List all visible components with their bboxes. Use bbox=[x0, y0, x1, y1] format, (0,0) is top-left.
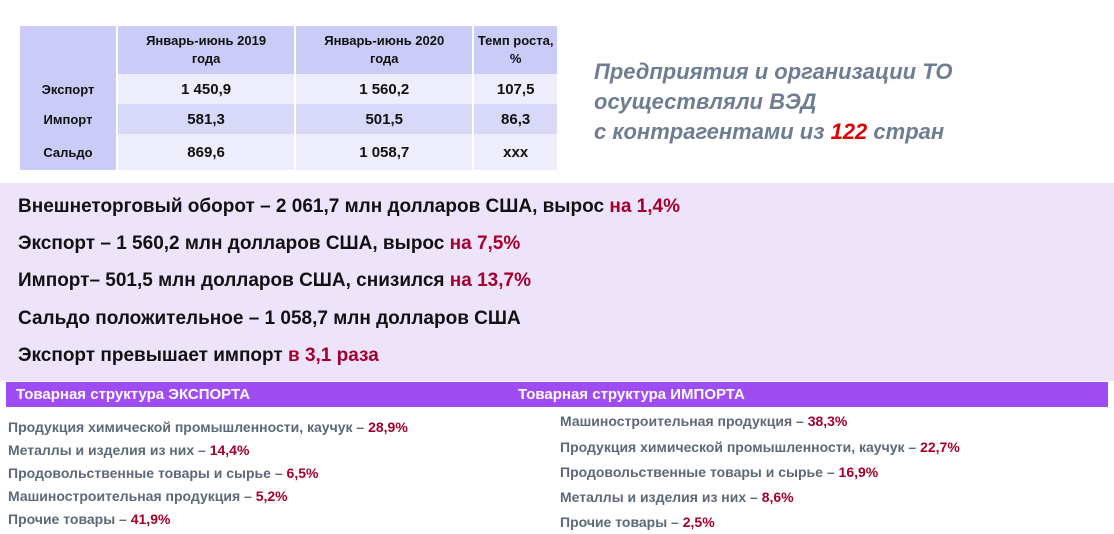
cell: xxx bbox=[474, 134, 557, 170]
export-item: Прочие товары – 41,9% bbox=[8, 511, 171, 527]
fact-line: Внешнеторговый оборот – 2 061,7 млн долл… bbox=[18, 196, 680, 217]
export-item: Продукция химической промышленности, кау… bbox=[8, 419, 408, 435]
export-structure-title: Товарная структура ЭКСПОРТА bbox=[16, 386, 251, 403]
country-count: 122 bbox=[830, 119, 868, 144]
cell: 501,5 bbox=[296, 104, 473, 134]
cell: 1 450,9 bbox=[118, 74, 295, 104]
fact-line: Импорт– 501,5 млн долларов США, снизился… bbox=[18, 270, 531, 291]
facts-band bbox=[0, 183, 1114, 381]
import-item: Продукция химической промышленности, кау… bbox=[560, 439, 960, 455]
headline-line: Предприятия и организации ТО bbox=[594, 59, 953, 84]
row-label: Сальдо bbox=[20, 134, 116, 170]
table-header: Январь-июнь 2019 года Январь-июнь 2020 г… bbox=[20, 26, 557, 74]
headline-text: с контрагентами из bbox=[594, 119, 831, 144]
cell: 1 560,2 bbox=[296, 74, 473, 104]
cell: 107,5 bbox=[474, 74, 557, 104]
headline-line: осуществляли ВЭД bbox=[594, 89, 817, 114]
fact-line: Экспорт превышает импорт в 3,1 раза bbox=[18, 345, 379, 366]
headline-text: стран bbox=[867, 119, 945, 144]
table-row: Импорт 581,3 501,5 86,3 bbox=[20, 104, 557, 134]
headline: Предприятия и организации ТО осуществлял… bbox=[594, 57, 952, 147]
import-item: Металлы и изделия из них – 8,6% bbox=[560, 489, 794, 505]
import-structure-title: Товарная структура ИМПОРТА bbox=[518, 386, 745, 403]
fact-line: Экспорт – 1 560,2 млн долларов США, выро… bbox=[18, 233, 521, 254]
headline-line: с контрагентами из 122 стран bbox=[594, 117, 952, 147]
export-item: Металлы и изделия из них – 14,4% bbox=[8, 442, 250, 458]
row-label: Импорт bbox=[20, 104, 116, 134]
cell: 869,6 bbox=[118, 134, 295, 170]
cell: 86,3 bbox=[474, 104, 557, 134]
import-item: Прочие товары – 2,5% bbox=[560, 514, 715, 530]
structure-header-bar bbox=[6, 382, 1108, 407]
header-cell: Темп роста, % bbox=[474, 26, 557, 74]
fact-line: Сальдо положительное – 1 058,7 млн долла… bbox=[18, 308, 521, 329]
trade-table: Январь-июнь 2019 года Январь-июнь 2020 г… bbox=[18, 26, 559, 170]
header-cell bbox=[20, 26, 116, 74]
import-item: Машиностроительная продукция – 38,3% bbox=[560, 413, 848, 429]
export-item: Продовольственные товары и сырье – 6,5% bbox=[8, 465, 319, 481]
import-item: Продовольственные товары и сырье – 16,9% bbox=[560, 464, 879, 480]
row-label: Экспорт bbox=[20, 74, 116, 104]
table-row: Экспорт 1 450,9 1 560,2 107,5 bbox=[20, 74, 557, 104]
export-item: Машиностроительная продукция – 5,2% bbox=[8, 488, 288, 504]
cell: 1 058,7 bbox=[296, 134, 473, 170]
header-cell: Январь-июнь 2019 года bbox=[118, 26, 295, 74]
header-cell: Январь-июнь 2020 года bbox=[296, 26, 473, 74]
table-row: Сальдо 869,6 1 058,7 xxx bbox=[20, 134, 557, 170]
cell: 581,3 bbox=[118, 104, 295, 134]
